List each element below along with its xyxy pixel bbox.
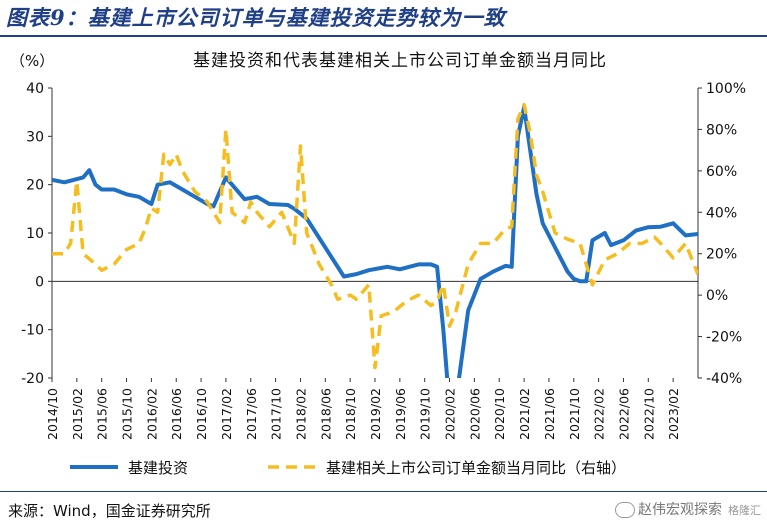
x-tick-label: 2022/06 (616, 388, 631, 440)
x-tick-label: 2018/02 (293, 388, 308, 440)
left-tick-label: 10 (26, 226, 44, 242)
right-tick-label: -20% (706, 330, 742, 346)
right-tick-label: 40% (706, 205, 737, 221)
x-tick-label: 2022/10 (641, 388, 656, 440)
x-tick-label: 2019/10 (418, 388, 433, 440)
legend-label: 基建投资 (128, 459, 188, 477)
watermark-sub: 格隆汇 (728, 504, 761, 517)
x-tick-label: 2015/10 (120, 388, 135, 440)
left-axis-unit: （%） (10, 52, 54, 70)
x-tick-label: 2019/02 (368, 388, 383, 440)
chart-axes: 基建投资和代表基建相关上市公司订单金额当月同比 （%） 40 30 20 10 0 -10 -2… (10, 51, 746, 440)
x-tick-label: 2020/10 (492, 388, 507, 440)
x-tick-label: 2016/06 (169, 388, 184, 440)
legend-label: 基建相关上市公司订单金额当月同比（右轴） (326, 459, 626, 477)
x-tick-label: 2017/02 (219, 388, 234, 440)
x-tick-label: 2016/02 (144, 388, 159, 440)
right-tick-label: 20% (706, 247, 737, 263)
right-tick-label: 80% (706, 122, 737, 138)
right-tick-label: 100% (706, 81, 746, 97)
x-tick-label: 2018/06 (318, 388, 333, 440)
x-tick-label: 2019/06 (393, 388, 408, 440)
right-tick-label: -40% (706, 371, 742, 387)
watermark: 赵伟宏观探索 格隆汇 (615, 499, 761, 519)
figure-title: 图表9：基建上市公司订单与基建投资走势较为一致 (6, 5, 506, 30)
chart-legend: 基建投资 基建相关上市公司订单金额当月同比（右轴） (70, 459, 626, 477)
x-tick-label: 2021/02 (517, 388, 532, 440)
x-tick-label: 2020/02 (443, 388, 458, 440)
x-tick-label: 2021/10 (567, 388, 582, 440)
series-line-infrastructure-investment (52, 105, 698, 378)
x-tick-label: 2015/02 (70, 388, 85, 440)
left-tick-label: 30 (26, 129, 44, 145)
x-tick-label: 2018/10 (343, 388, 358, 440)
chart-title: 基建投资和代表基建相关上市公司订单金额当月同比 (193, 51, 607, 71)
x-tick-label: 2017/06 (244, 388, 259, 440)
infrastructure-chart: 基建投资和代表基建相关上市公司订单金额当月同比 （%） 40 30 20 10 0 -10 -2… (10, 51, 746, 477)
x-tick-label: 2017/10 (269, 388, 284, 440)
right-tick-label: 0% (706, 288, 728, 304)
series-line-orders-yoy (52, 102, 698, 370)
footer-divider (0, 491, 767, 492)
left-tick-label: 0 (35, 274, 44, 290)
x-tick-label: 2020/06 (467, 388, 482, 440)
x-tick-label: 2023/02 (666, 388, 681, 440)
x-tick-label: 2022/02 (592, 388, 607, 440)
x-tick-label: 2016/10 (194, 388, 209, 440)
left-tick-label: 20 (26, 178, 44, 194)
x-tick-label: 2015/06 (95, 388, 110, 440)
left-tick-label: 40 (26, 81, 44, 97)
chart-series (52, 102, 698, 378)
source-note: 来源：Wind，国金证券研究所 (8, 502, 211, 520)
right-tick-label: 60% (706, 164, 737, 180)
watermark-text: 赵伟宏观探索 (638, 502, 722, 518)
x-tick-label: 2014/10 (45, 388, 60, 440)
x-tick-label: 2021/06 (542, 388, 557, 440)
title-divider (0, 35, 767, 37)
left-tick-label: -10 (21, 323, 44, 339)
left-tick-label: -20 (21, 371, 44, 387)
wechat-icon (615, 502, 635, 518)
